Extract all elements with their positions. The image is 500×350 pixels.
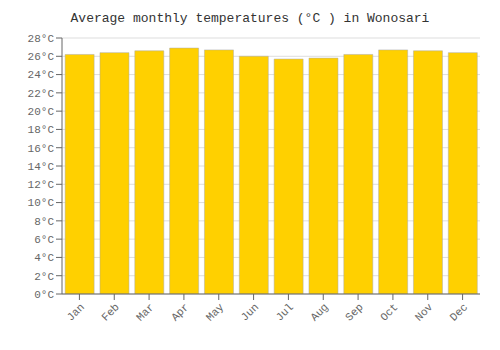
svg-text:10°C: 10°C — [28, 197, 55, 209]
svg-text:12°C: 12°C — [28, 179, 55, 191]
svg-text:24°C: 24°C — [28, 69, 55, 81]
svg-text:Oct: Oct — [378, 301, 400, 323]
svg-text:4°C: 4°C — [34, 252, 54, 264]
svg-text:Aug: Aug — [308, 301, 330, 323]
svg-text:Nov: Nov — [413, 301, 436, 324]
svg-text:8°C: 8°C — [34, 216, 54, 228]
svg-text:Jan: Jan — [65, 301, 87, 323]
svg-text:0°C: 0°C — [34, 289, 54, 301]
svg-text:Dec: Dec — [448, 301, 470, 323]
svg-text:22°C: 22°C — [28, 88, 55, 100]
svg-text:26°C: 26°C — [28, 51, 55, 63]
svg-text:Sep: Sep — [343, 301, 365, 323]
svg-text:Mar: Mar — [134, 301, 156, 323]
svg-text:20°C: 20°C — [28, 106, 55, 118]
svg-text:Jun: Jun — [239, 301, 261, 323]
svg-text:18°C: 18°C — [28, 124, 55, 136]
svg-text:14°C: 14°C — [28, 161, 55, 173]
svg-text:Jul: Jul — [274, 301, 296, 323]
svg-text:2°C: 2°C — [34, 271, 54, 283]
svg-text:28°C: 28°C — [28, 33, 55, 45]
svg-text:Apr: Apr — [169, 301, 191, 323]
svg-text:Feb: Feb — [99, 301, 121, 323]
html-text:Average monthly temperatures (: Average monthly temperatures (°C ) in Wo… — [70, 11, 430, 26]
svg-text:6°C: 6°C — [34, 234, 54, 246]
svg-text:May: May — [204, 301, 227, 324]
svg-text:16°C: 16°C — [28, 143, 55, 155]
